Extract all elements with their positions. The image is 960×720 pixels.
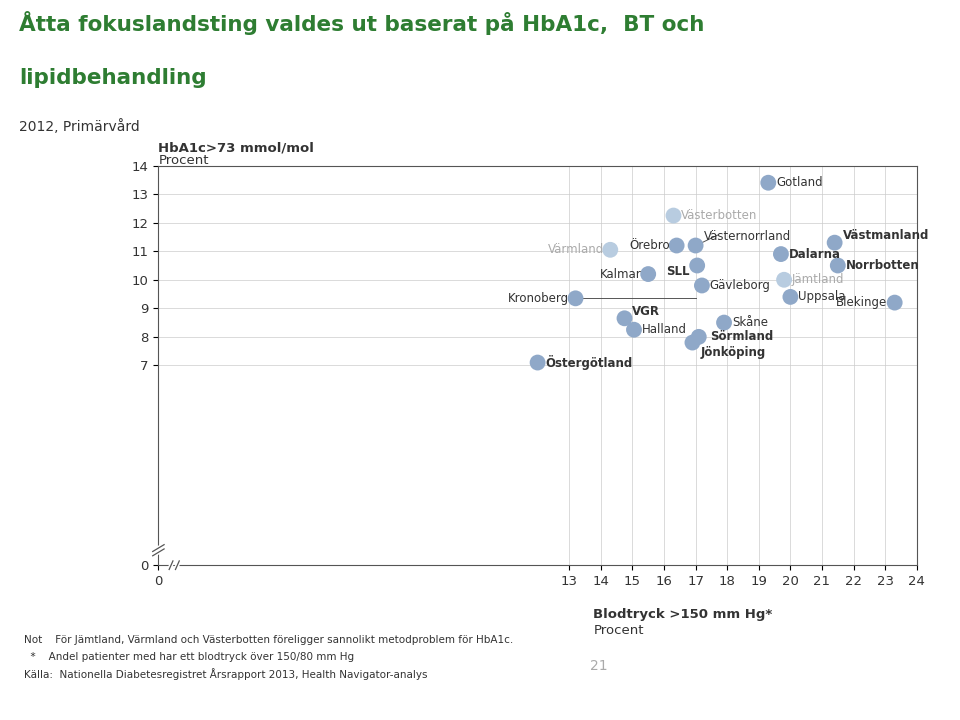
Point bbox=[887, 297, 902, 308]
Text: VGR: VGR bbox=[633, 305, 660, 318]
Text: Norrbotten: Norrbotten bbox=[846, 259, 920, 272]
Text: Åtta fokuslandsting valdes ut baserat på HbA1c,  BT och: Åtta fokuslandsting valdes ut baserat på… bbox=[19, 11, 705, 35]
Text: Kronoberg: Kronoberg bbox=[508, 292, 569, 305]
Text: Kalmar: Kalmar bbox=[600, 268, 642, 281]
Text: Procent: Procent bbox=[158, 154, 209, 167]
Text: Örebro: Örebro bbox=[630, 239, 670, 252]
Point bbox=[694, 279, 709, 291]
Point bbox=[689, 260, 705, 271]
Point bbox=[691, 331, 707, 343]
Text: Värmland: Värmland bbox=[548, 243, 604, 256]
Text: Sörmland: Sörmland bbox=[709, 330, 773, 343]
Text: 21: 21 bbox=[590, 659, 608, 672]
Text: Dalarna: Dalarna bbox=[789, 248, 841, 261]
Point bbox=[669, 240, 684, 251]
Text: SLL: SLL bbox=[666, 265, 689, 278]
Text: Källa:  Nationella Diabetesregistret Årsrapport 2013, Health Navigator-analys: Källa: Nationella Diabetesregistret Årsr… bbox=[24, 668, 427, 680]
Text: Västernorrland: Västernorrland bbox=[704, 230, 791, 243]
Text: Uppsala: Uppsala bbox=[799, 290, 846, 303]
Point bbox=[830, 260, 846, 271]
Point bbox=[640, 269, 656, 280]
Text: *    Andel patienter med har ett blodtryck över 150/80 mm Hg: * Andel patienter med har ett blodtryck … bbox=[24, 652, 354, 662]
Point bbox=[782, 291, 798, 302]
Text: Not    För Jämtland, Värmland och Västerbotten föreligger sannolikt metodproblem: Not För Jämtland, Värmland och Västerbot… bbox=[24, 635, 514, 645]
Point bbox=[716, 317, 732, 328]
Point bbox=[688, 240, 704, 251]
Point bbox=[684, 337, 700, 348]
Text: lipidbehandling: lipidbehandling bbox=[19, 68, 206, 89]
Point bbox=[603, 244, 618, 256]
Text: Skåne: Skåne bbox=[732, 316, 768, 329]
Text: Västmanland: Västmanland bbox=[843, 229, 929, 242]
Point bbox=[773, 248, 788, 260]
Text: Halland: Halland bbox=[642, 323, 687, 336]
Text: Jönköping: Jönköping bbox=[701, 346, 765, 359]
Text: Västerbotten: Västerbotten bbox=[682, 209, 757, 222]
Text: Östergötland: Östergötland bbox=[545, 355, 633, 370]
Point bbox=[760, 177, 776, 189]
Point bbox=[617, 312, 633, 324]
Point bbox=[777, 274, 792, 286]
Text: HbA1c>73 mmol/mol: HbA1c>73 mmol/mol bbox=[158, 141, 314, 154]
Point bbox=[626, 324, 641, 336]
Text: Procent: Procent bbox=[593, 624, 644, 637]
Text: Gotland: Gotland bbox=[777, 176, 823, 189]
Point bbox=[567, 292, 583, 304]
Point bbox=[827, 237, 842, 248]
Text: Blekinge: Blekinge bbox=[835, 296, 887, 309]
Text: Gävleborg: Gävleborg bbox=[709, 279, 771, 292]
Text: 2012, Primärvård: 2012, Primärvård bbox=[19, 119, 140, 134]
Text: Jämtland: Jämtland bbox=[792, 274, 845, 287]
Point bbox=[666, 210, 682, 221]
Point bbox=[530, 357, 545, 369]
Text: Blodtryck >150 mm Hg*: Blodtryck >150 mm Hg* bbox=[593, 608, 773, 621]
